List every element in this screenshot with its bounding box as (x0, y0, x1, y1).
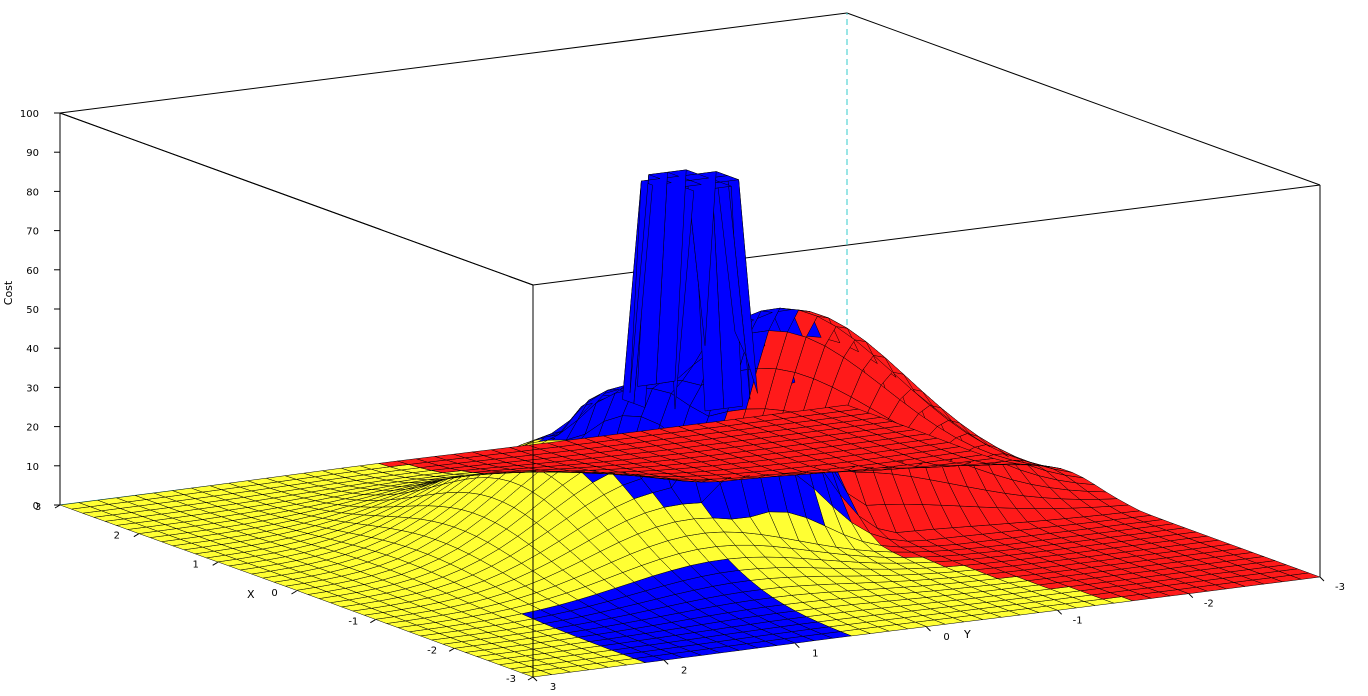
y-tick (663, 659, 669, 665)
z-tick-label: 70 (26, 227, 39, 238)
surface-mesh (59, 169, 1321, 678)
z-tick-label: 10 (26, 462, 39, 473)
surface-face (629, 174, 661, 393)
x-tick-label: 0 (271, 588, 277, 599)
z-tick-label: 40 (26, 344, 39, 355)
z-axis: 0 10 20 30 40 50 60 70 80 90 100 (20, 109, 60, 512)
x-tick-label: -1 (348, 617, 358, 628)
box-edge (846, 12, 1321, 186)
y-axis-title: Y (963, 628, 971, 641)
x-axis-title: X (247, 588, 255, 601)
box-edge (59, 12, 848, 114)
surface-face (59, 502, 91, 510)
x-tick-label: 1 (192, 559, 198, 570)
z-tick-label: 90 (26, 148, 39, 159)
x-tick (212, 561, 218, 566)
y-tick (1188, 593, 1194, 599)
y-tick-label: -3 (1335, 582, 1345, 593)
y-axis: 3 2 1 0 -1 -2 -3 (532, 576, 1345, 693)
x-tick (527, 676, 534, 681)
z-tick-label: 80 (26, 187, 39, 198)
z-tick-label: 100 (20, 109, 39, 120)
y-tick (926, 626, 931, 632)
y-tick (532, 676, 538, 682)
y-tick-label: 3 (550, 682, 556, 693)
z-tick-label: 0 (33, 501, 39, 512)
x-tick (291, 590, 297, 595)
x-tick-label: -3 (506, 674, 516, 685)
z-tick-label: 60 (26, 266, 39, 277)
y-tick (1319, 576, 1325, 582)
x-tick-label: 2 (114, 531, 120, 542)
y-tick (1057, 609, 1063, 615)
y-tick-label: 0 (943, 632, 949, 643)
x-axis: 3 2 1 0 -1 -2 -3 (35, 502, 534, 685)
x-tick (370, 619, 376, 624)
z-axis-title: Cost (2, 280, 15, 305)
x-tick-label: 3 (35, 502, 41, 513)
x-tick-label: -2 (427, 645, 437, 656)
x-tick (448, 647, 455, 652)
y-tick-label: 1 (812, 649, 818, 660)
z-tick-label: 50 (26, 305, 39, 316)
x-tick (54, 504, 61, 509)
y-tick-label: -2 (1204, 599, 1214, 610)
y-tick-label: 2 (681, 665, 687, 676)
z-tick-label: 20 (26, 423, 39, 434)
x-tick (133, 533, 140, 538)
z-tick-label: 30 (26, 383, 39, 394)
y-tick (794, 643, 800, 649)
y-tick-label: -1 (1073, 615, 1083, 626)
box-edge (59, 112, 534, 286)
